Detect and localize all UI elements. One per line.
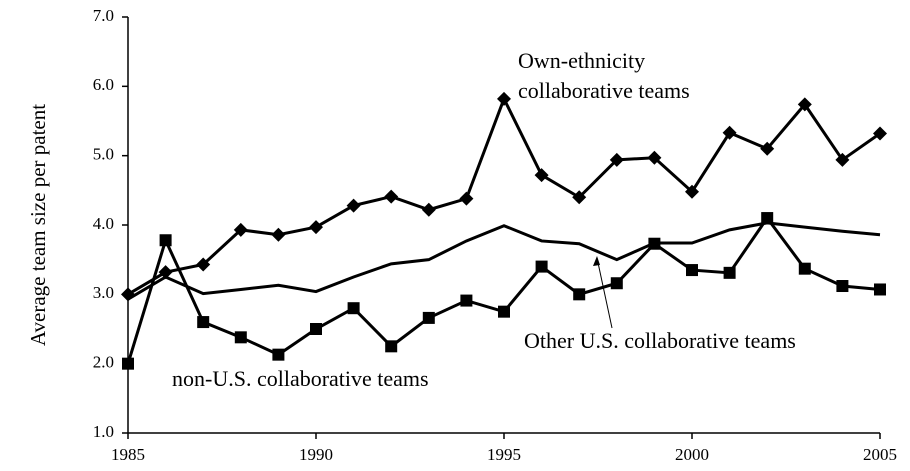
marker <box>761 212 774 225</box>
marker <box>836 280 849 293</box>
marker <box>384 189 399 204</box>
marker <box>272 348 285 361</box>
marker <box>534 168 549 183</box>
x-tick-label: 2005 <box>863 445 897 464</box>
marker <box>498 305 510 318</box>
arrow <box>596 257 613 329</box>
marker <box>158 265 173 280</box>
marker <box>234 331 247 344</box>
marker <box>573 288 586 301</box>
y-tick-label: 3.0 <box>93 283 114 302</box>
marker <box>422 311 435 324</box>
x-tick-label: 2000 <box>675 445 709 464</box>
marker <box>346 198 361 213</box>
marker <box>385 340 398 353</box>
marker <box>760 141 775 156</box>
x-tick-label: 1995 <box>487 445 521 464</box>
arrow-head <box>593 256 600 266</box>
marker <box>497 91 511 106</box>
y-tick-label: 4.0 <box>93 214 114 233</box>
marker <box>609 152 624 167</box>
marker <box>685 184 699 199</box>
y-tick-label: 6.0 <box>93 75 114 94</box>
y-tick-label: 1.0 <box>93 422 114 441</box>
marker <box>271 227 286 242</box>
marker <box>460 294 473 307</box>
series-line <box>127 221 881 301</box>
marker <box>122 357 134 370</box>
marker <box>647 150 662 165</box>
series-line <box>127 95 881 296</box>
marker <box>535 260 548 273</box>
marker <box>347 302 360 315</box>
marker <box>873 126 887 141</box>
series-label: Other U.S. collaborative teams <box>524 328 796 353</box>
marker <box>233 222 248 237</box>
marker <box>722 125 737 140</box>
marker <box>197 316 210 329</box>
marker <box>610 277 623 290</box>
x-tick-label: 1985 <box>111 445 145 464</box>
series-label: non-U.S. collaborative teams <box>172 366 429 391</box>
x-tick-label: 1990 <box>299 445 333 464</box>
marker <box>121 287 135 302</box>
y-tick-label: 2.0 <box>93 353 114 372</box>
y-axis-label: Average team size per patent <box>26 104 50 346</box>
marker <box>797 97 812 112</box>
marker <box>835 152 850 167</box>
series-label: Own-ethnicity collaborative teams <box>518 48 690 103</box>
marker <box>310 323 322 335</box>
marker <box>648 237 661 250</box>
y-tick-label: 7.0 <box>93 6 114 25</box>
marker <box>798 262 811 275</box>
marker <box>459 191 474 206</box>
marker <box>421 202 436 217</box>
y-tick-label: 5.0 <box>93 145 114 164</box>
marker <box>686 264 698 277</box>
marker <box>196 257 211 272</box>
marker <box>723 266 736 279</box>
marker <box>159 234 172 247</box>
marker <box>309 220 323 235</box>
marker <box>572 190 587 205</box>
marker <box>874 283 886 296</box>
